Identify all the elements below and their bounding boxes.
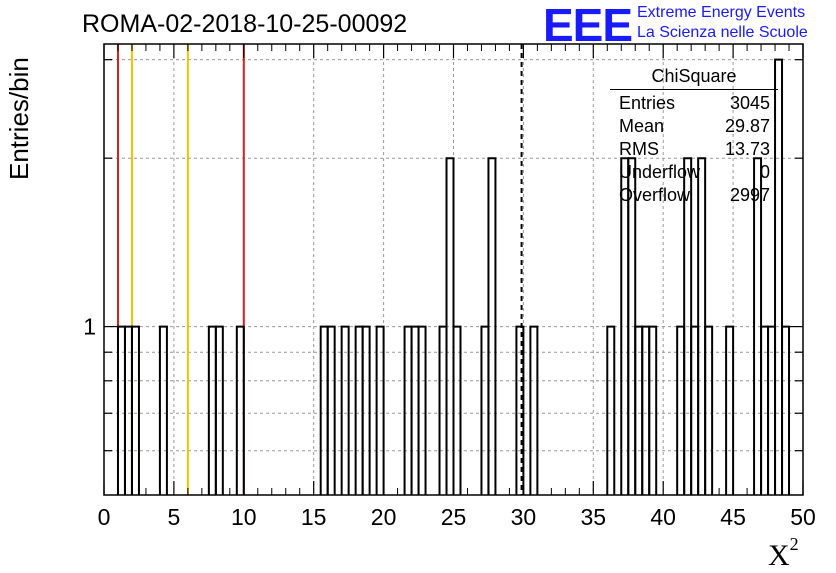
stats-value: 29.87 xyxy=(724,116,770,136)
histogram-bin xyxy=(452,325,462,495)
x-axis-label-base: X xyxy=(768,539,790,572)
stats-row: Mean 29.87 xyxy=(610,115,778,138)
stats-row: RMS 13.73 xyxy=(610,138,778,161)
stats-title: ChiSquare xyxy=(610,66,778,90)
stats-label: Entries xyxy=(619,93,676,113)
histogram-bin xyxy=(606,325,616,495)
stats-value: 3045 xyxy=(729,93,770,113)
histogram-bin xyxy=(158,325,168,495)
x-tick-label: 40 xyxy=(650,504,676,530)
stats-box: ChiSquare Entries 3045 Mean 29.87 RMS 13.73 Un… xyxy=(610,66,778,207)
histogram-bin xyxy=(375,325,385,495)
stats-label: Mean xyxy=(619,116,665,136)
histogram-bin xyxy=(417,325,427,495)
stats-label: Underflow xyxy=(619,162,701,182)
histogram-bin xyxy=(515,325,525,495)
stats-label: RMS xyxy=(619,139,659,159)
stats-value: 13.73 xyxy=(724,139,770,159)
x-tick-label: 30 xyxy=(511,504,537,530)
histogram-bin xyxy=(781,325,791,495)
x-tick-label: 15 xyxy=(301,504,327,530)
histogram-bin xyxy=(648,325,658,495)
x-tick-label: 5 xyxy=(168,504,181,530)
histogram-bin xyxy=(487,157,497,495)
x-axis-label-superscript: 2 xyxy=(789,534,799,554)
histogram-bin xyxy=(704,325,714,495)
stats-row: Overflow 2997 xyxy=(610,184,778,207)
histogram-bin xyxy=(340,325,350,495)
stats-label: Overflow xyxy=(619,185,691,205)
y-tick-label: 1 xyxy=(83,314,96,340)
logo-line-1: Extreme Energy Events xyxy=(637,4,806,21)
chart-title: ROMA-02-2018-10-25-00092 xyxy=(82,10,408,38)
histogram-bin xyxy=(214,325,224,495)
histogram-bin xyxy=(774,58,784,495)
histogram-bin xyxy=(130,325,140,495)
x-tick-label: 10 xyxy=(231,504,257,530)
x-tick-label: 35 xyxy=(581,504,607,530)
histogram-bin xyxy=(235,325,245,495)
stats-value: 2997 xyxy=(729,185,770,205)
histogram-bin xyxy=(529,325,539,495)
x-tick-label: 50 xyxy=(790,504,816,530)
histogram-bin xyxy=(725,325,735,495)
x-tick-label: 25 xyxy=(441,504,467,530)
x-tick-label: 0 xyxy=(98,504,111,530)
histogram-bin xyxy=(361,325,371,495)
histogram-bin xyxy=(326,325,336,495)
eee-logo: EEE xyxy=(543,0,633,51)
stats-row: Underflow 0 xyxy=(610,161,778,184)
x-tick-label: 20 xyxy=(371,504,397,530)
x-tick-label: 45 xyxy=(720,504,746,530)
stats-row: Entries 3045 xyxy=(610,92,778,115)
logo-line-2: La Scienza nelle Scuole xyxy=(637,24,808,41)
x-axis-label: X2 xyxy=(768,534,799,573)
stats-value: 0 xyxy=(759,162,770,182)
